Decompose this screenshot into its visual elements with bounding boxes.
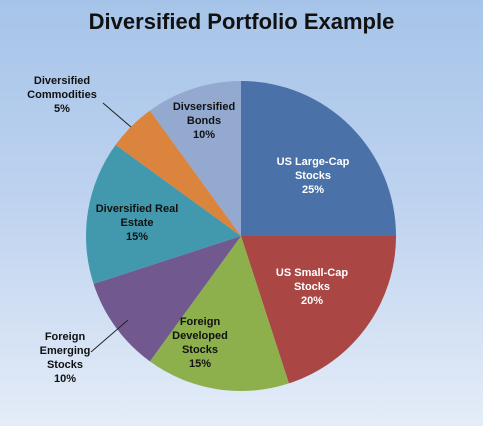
- slice-label-line: Diversified Real: [96, 203, 179, 215]
- slice-label-line: 15%: [189, 358, 211, 370]
- slice-label-line: US Small-Cap: [276, 267, 348, 279]
- slice-label-0: US Large-Cap Stocks 25%: [277, 156, 350, 196]
- pie-slice-2: [149, 236, 289, 391]
- slice-label-6: Divsersified Bonds 10%: [173, 101, 235, 141]
- slice-label-line: Stocks: [182, 344, 218, 356]
- slice-label-line: Stocks: [295, 170, 331, 182]
- pie-slice-3: [93, 236, 241, 362]
- slice-label-4: Diversified Real Estate 15%: [96, 203, 179, 243]
- slice-label-line: Divsersified: [173, 101, 235, 113]
- pie-slice-1: [241, 236, 396, 384]
- slice-label-1: US Small-Cap Stocks 20%: [276, 267, 348, 307]
- pie-slice-0: [241, 81, 396, 236]
- slice-label-line: 25%: [302, 184, 324, 196]
- slice-label-line: Bonds: [187, 115, 221, 127]
- slice-label-line: Foreign: [180, 316, 221, 328]
- chart-title: Diversified Portfolio Example: [88, 9, 395, 34]
- slice-label-line: 10%: [54, 373, 76, 385]
- slice-label-line: Developed: [172, 330, 228, 342]
- slice-label-5: Diversified Commodities 5%: [27, 75, 97, 115]
- slice-label-line: Stocks: [294, 281, 330, 293]
- pie-slice-4: [86, 144, 242, 284]
- pie-slice-6: [149, 81, 241, 236]
- slice-label-line: Diversified: [34, 75, 90, 87]
- pie-slice-5: [115, 110, 241, 236]
- slice-label-line: Foreign: [45, 331, 86, 343]
- slice-label-line: Estate: [120, 217, 153, 229]
- slice-label-line: 5%: [54, 103, 70, 115]
- leader-line-3: [90, 319, 129, 353]
- slice-label-line: 10%: [193, 129, 215, 141]
- slice-label-line: Emerging: [40, 345, 91, 357]
- slice-label-3: Foreign Emerging Stocks 10%: [40, 331, 91, 385]
- slice-label-2: Foreign Developed Stocks 15%: [172, 316, 228, 370]
- slice-label-line: 15%: [126, 231, 148, 243]
- slice-label-line: Stocks: [47, 359, 83, 371]
- slice-label-line: 20%: [301, 295, 323, 307]
- leader-line-5: [102, 102, 132, 128]
- slice-label-line: Commodities: [27, 89, 97, 101]
- slice-label-line: US Large-Cap: [277, 156, 350, 168]
